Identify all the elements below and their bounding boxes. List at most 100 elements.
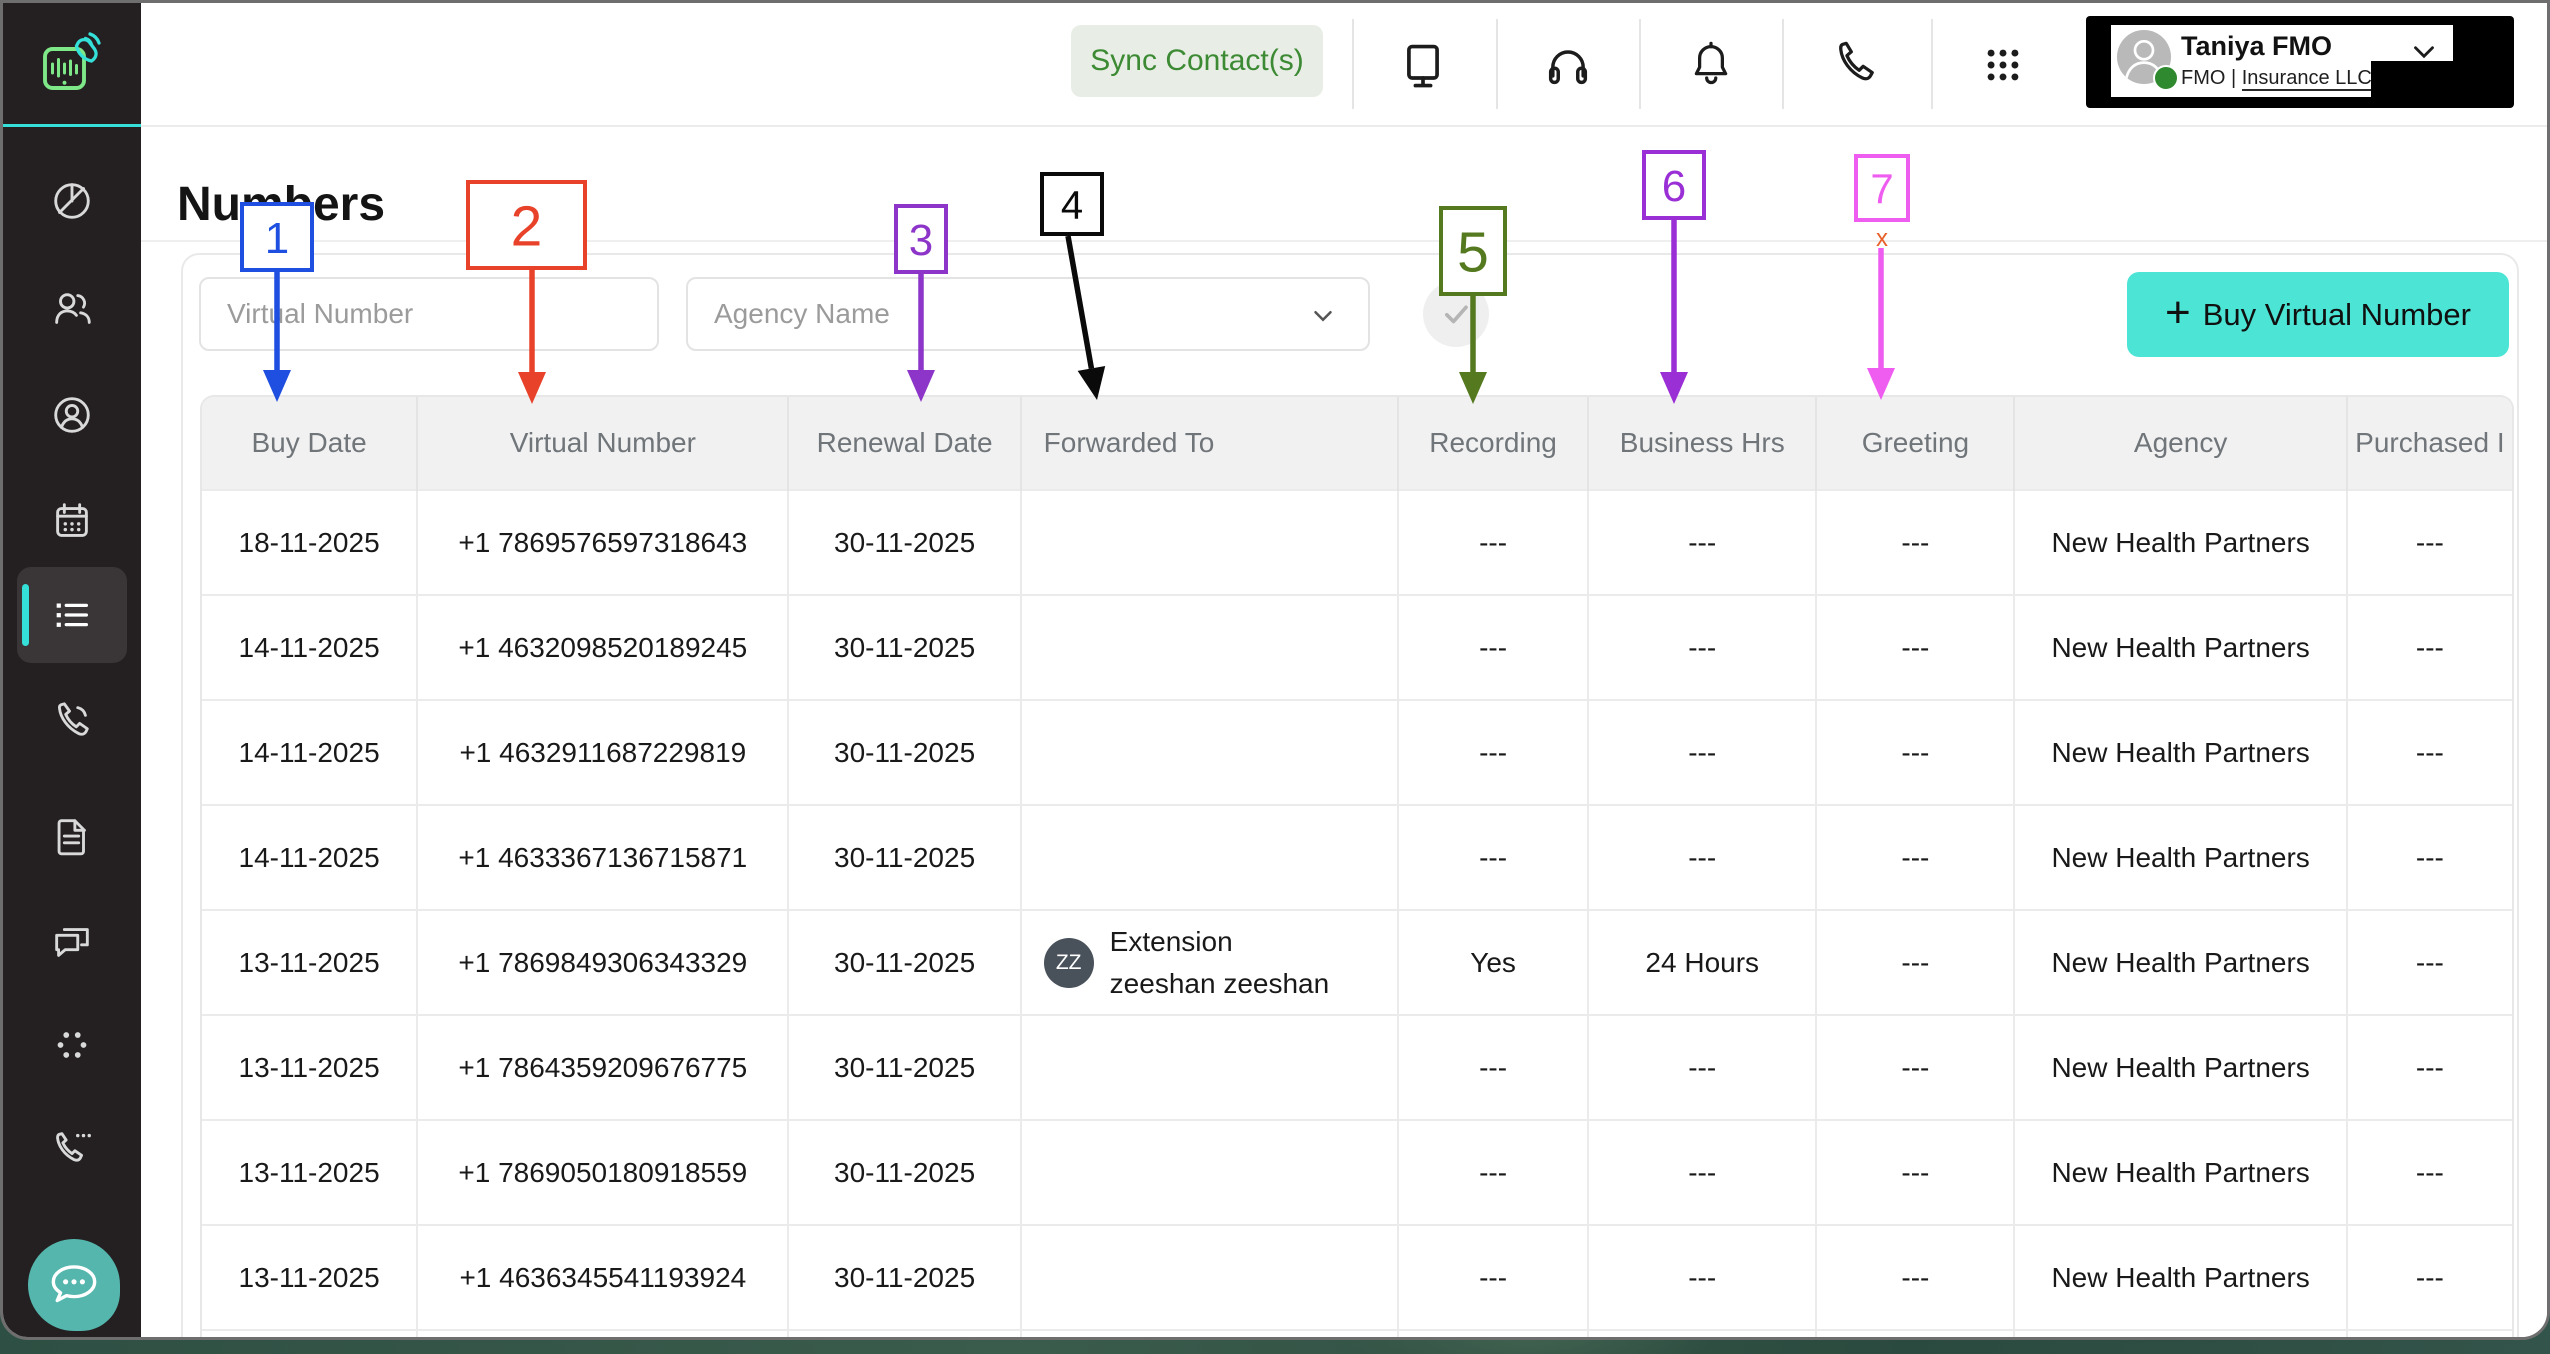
apply-filter-button[interactable] bbox=[1423, 281, 1489, 347]
check-icon bbox=[1445, 305, 1468, 324]
calendar-icon bbox=[56, 503, 88, 537]
notifications-button[interactable] bbox=[1683, 37, 1739, 93]
cell-virtual-number: +1 7864359209676775 bbox=[417, 1014, 790, 1120]
header-divider bbox=[1352, 19, 1354, 109]
cell-renewal-date: 30-11-2025 bbox=[788, 1014, 1022, 1120]
profile-name: Taniya FMO bbox=[2181, 31, 2333, 61]
chat-widget-button[interactable] bbox=[28, 1239, 120, 1331]
table-row[interactable]: 14-11-2025 +1 4632911687229819 30-11-2025 -… bbox=[202, 699, 2512, 805]
sidebar-item-messages[interactable] bbox=[3, 893, 141, 989]
cell-empty bbox=[1816, 1329, 2016, 1337]
sidebar-item-dashboard[interactable] bbox=[3, 153, 141, 249]
profile-org-link[interactable]: Insurance LLC bbox=[2241, 67, 2372, 91]
table-row[interactable]: 13-11-2025 +1 7869050180918559 30-11-2025 -… bbox=[202, 1119, 2512, 1225]
sidebar-item-contacts[interactable] bbox=[3, 261, 141, 357]
cell-buy-date: 13-11-2025 bbox=[202, 1119, 419, 1225]
cell-recording: --- bbox=[1397, 489, 1590, 595]
monitor-button[interactable] bbox=[1395, 37, 1451, 93]
dialer-button[interactable] bbox=[1828, 37, 1884, 93]
cell-renewal-date: 30-11-2025 bbox=[788, 699, 1022, 805]
virtual-number-search-input[interactable] bbox=[199, 277, 659, 351]
cell-greeting: --- bbox=[1816, 489, 2016, 595]
cell-forwarded-to bbox=[1020, 699, 1399, 805]
buy-virtual-number-label: Buy Virtual Number bbox=[2202, 296, 2471, 332]
sidebar-item-calls[interactable] bbox=[3, 675, 141, 771]
cell-purchased: --- bbox=[2346, 489, 2512, 595]
chevron-down-icon[interactable] bbox=[2407, 35, 2441, 74]
column-header-recording: Recording bbox=[1397, 397, 1590, 490]
main-content: Numbers Agency Name + Buy Virtual Number bbox=[141, 127, 2547, 1337]
cell-virtual-number: +1 7869849306343329 bbox=[417, 909, 790, 1015]
cell-empty bbox=[2346, 1329, 2512, 1337]
cell-purchased: --- bbox=[2346, 804, 2512, 910]
sidebar bbox=[3, 3, 141, 1337]
cell-buy-date: 13-11-2025 bbox=[202, 1014, 419, 1120]
agency-name-select[interactable]: Agency Name bbox=[686, 277, 1370, 351]
headset-button[interactable] bbox=[1540, 37, 1596, 93]
cell-forwarded-to: ZZ Extension zeeshan zeeshan bbox=[1020, 909, 1399, 1015]
top-header: Sync Contact(s) bbox=[141, 3, 2547, 127]
page-title: Numbers bbox=[177, 178, 386, 232]
cell-forwarded-to bbox=[1020, 804, 1399, 910]
cell-greeting: --- bbox=[1816, 909, 2016, 1015]
cell-forwarded-to bbox=[1020, 1119, 1399, 1225]
column-header-buy-date: Buy Date bbox=[202, 397, 419, 490]
cell-empty bbox=[788, 1329, 1022, 1337]
cell-virtual-number: +1 7869050180918559 bbox=[417, 1119, 790, 1225]
cell-buy-date: 13-11-2025 bbox=[202, 909, 419, 1015]
sidebar-item-calendar[interactable] bbox=[3, 473, 141, 569]
table-body: 18-11-2025 +1 7869576597318643 30-11-2025-… bbox=[202, 489, 2512, 1337]
user-profile-menu[interactable]: Taniya FMO FMO | Insurance LLC bbox=[2086, 16, 2514, 108]
column-header-virtual-number: Virtual Number bbox=[417, 397, 790, 490]
sidebar-item-loading[interactable] bbox=[3, 997, 141, 1093]
cell-empty bbox=[202, 1329, 419, 1337]
cell-empty bbox=[1020, 1329, 1399, 1337]
cell-forwarded-to bbox=[1020, 1224, 1399, 1330]
sidebar-item-account[interactable] bbox=[3, 367, 141, 463]
loading-dots-icon bbox=[57, 1032, 87, 1058]
table-row[interactable]: 13-11-2025 +1 4636345541193924 30-11-2025 -… bbox=[202, 1224, 2512, 1330]
cell-business-hrs: --- bbox=[1588, 1224, 1818, 1330]
online-status-dot bbox=[2153, 65, 2179, 91]
cell-business-hrs: --- bbox=[1588, 804, 1818, 910]
app-logo[interactable] bbox=[3, 3, 141, 127]
sync-contacts-button[interactable]: Sync Contact(s) bbox=[1071, 25, 1323, 97]
call-settings-icon bbox=[56, 1132, 91, 1162]
sidebar-item-numbers[interactable] bbox=[17, 567, 127, 663]
cell-buy-date: 13-11-2025 bbox=[202, 1224, 419, 1330]
calls-phone-icon bbox=[57, 702, 89, 736]
cell-renewal-date: 30-11-2025 bbox=[788, 804, 1022, 910]
cell-agency: New Health Partners bbox=[2014, 594, 2348, 700]
cell-purchased: --- bbox=[2346, 1119, 2512, 1225]
buy-virtual-number-button[interactable]: + Buy Virtual Number bbox=[2127, 272, 2509, 357]
table-row[interactable]: 14-11-2025 +1 4632098520189245 30-11-2025 -… bbox=[202, 594, 2512, 700]
cell-buy-date: 14-11-2025 bbox=[202, 594, 419, 700]
table-row[interactable]: 13-11-2025 +1 7869849306343329 30-11-2025 Z… bbox=[202, 909, 2512, 1015]
table-row[interactable]: 18-11-2025 +1 7869576597318643 30-11-2025 -… bbox=[202, 489, 2512, 595]
sidebar-item-documents[interactable] bbox=[3, 789, 141, 885]
header-divider bbox=[1782, 19, 1784, 109]
cell-recording: Yes bbox=[1397, 909, 1590, 1015]
table-row[interactable]: 13-11-2025 +1 7864359209676775 30-11-2025 -… bbox=[202, 1014, 2512, 1120]
cell-virtual-number: +1 7869576597318643 bbox=[417, 489, 790, 595]
column-header-purchased-i: Purchased I bbox=[2346, 397, 2512, 490]
divider bbox=[141, 240, 2547, 242]
cell-buy-date: 18-11-2025 bbox=[202, 489, 419, 595]
column-header-agency: Agency bbox=[2014, 397, 2348, 490]
column-header-forwarded-to: Forwarded To bbox=[1020, 397, 1399, 490]
cell-agency: New Health Partners bbox=[2014, 699, 2348, 805]
cell-renewal-date: 30-11-2025 bbox=[788, 1119, 1022, 1225]
cell-agency: New Health Partners bbox=[2014, 804, 2348, 910]
cell-business-hrs: --- bbox=[1588, 1014, 1818, 1120]
cell-agency: New Health Partners bbox=[2014, 1224, 2348, 1330]
cell-agency: New Health Partners bbox=[2014, 909, 2348, 1015]
cell-recording: --- bbox=[1397, 1119, 1590, 1225]
cell-renewal-date: 30-11-2025 bbox=[788, 594, 1022, 700]
cell-greeting: --- bbox=[1816, 699, 2016, 805]
sidebar-item-call-settings[interactable] bbox=[3, 1101, 141, 1197]
numbers-table: Buy Date Virtual Number Renewal Date Forwar… bbox=[200, 395, 2514, 1337]
apps-grid-button[interactable] bbox=[1975, 37, 2031, 93]
dashboard-pie-icon bbox=[54, 183, 90, 219]
table-row[interactable]: 14-11-2025 +1 4633367136715871 30-11-2025 -… bbox=[202, 804, 2512, 910]
